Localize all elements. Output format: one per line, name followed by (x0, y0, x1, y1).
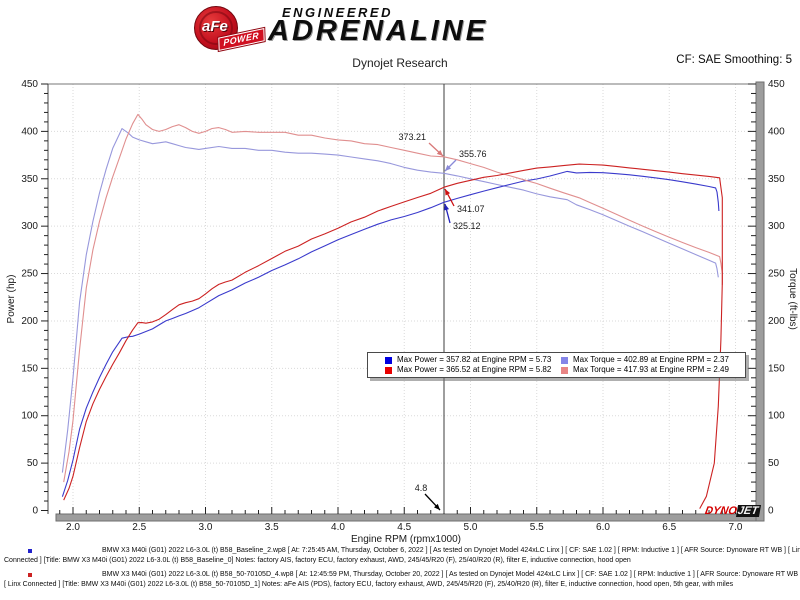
rpm-tick-label: 4.5 (397, 522, 411, 533)
power-tick-label: 100 (21, 411, 38, 422)
annotation-arrowhead (433, 503, 440, 510)
dynojet-logo-jet: JET (735, 505, 762, 517)
run-bullet-baseline (28, 549, 32, 553)
legend-swatch-baseline-torque (561, 356, 568, 364)
rpm-tick-label: 4.0 (331, 522, 345, 533)
rpm-axis-ruler (55, 513, 765, 522)
legend-baseline-max-power: Max Power = 357.82 at Engine RPM = 5.73 (397, 355, 552, 364)
afe-logo-circle (194, 6, 238, 50)
rpm-tick-label: 3.5 (265, 522, 279, 533)
dynojet-logo-dyno: DYNO (703, 505, 738, 517)
run-bullet-afe (28, 573, 32, 577)
rpm-tick-label: 5.5 (530, 522, 544, 533)
max-values-legend[interactable]: Max Power = 357.82 at Engine RPM = 5.73 … (367, 352, 746, 378)
power-tick-label: 350 (21, 174, 38, 185)
power-tick-label: 200 (21, 316, 38, 327)
annotation-arrowhead (445, 164, 452, 171)
torque-tick-label: 450 (768, 79, 785, 90)
afe-torque-curve (63, 113, 723, 483)
rpm-tick-label: 5.0 (464, 522, 478, 533)
rpm-tick-label: 6.0 (596, 522, 610, 533)
power-tick-label: 150 (21, 363, 38, 374)
dynojet-logo: DYNOJET (703, 505, 762, 517)
cursor-value-label: 373.21 (398, 132, 426, 142)
run-info-afe: BMW X3 M40i (G01) 2022 L6-3.0L (t) B58_5… (0, 570, 800, 590)
afe-power-logo: aFe POWER (194, 6, 265, 51)
cursor-value-label: 4.8 (415, 483, 428, 493)
torque-tick-label: 150 (768, 363, 785, 374)
page-title: Dynojet Research (352, 56, 448, 70)
power-tick-label: 50 (27, 458, 39, 469)
torque-tick-label: 0 (768, 506, 774, 517)
afe-logo-text: aFe (202, 18, 228, 35)
cursor-value-label: 325.12 (453, 221, 481, 231)
torque-tick-label: 250 (768, 269, 785, 280)
power-tick-label: 250 (21, 269, 38, 280)
legend-row-baseline: Max Power = 357.82 at Engine RPM = 5.73 … (368, 355, 745, 365)
power-axis-title: Power (hp) (6, 275, 17, 324)
power-tick-label: 450 (21, 79, 38, 90)
rpm-tick-label: 6.5 (662, 522, 676, 533)
torque-axis-title: Torque (ft-lbs) (787, 268, 798, 330)
annotation-arrowhead (444, 204, 450, 211)
engineered-wordmark: ENGINEERED (282, 5, 393, 20)
annotation-arrowhead (436, 150, 443, 156)
torque-tick-label: 350 (768, 174, 785, 185)
run-info-baseline: BMW X3 M40i (G01) 2022 L6-3.0L (t) B58_B… (0, 546, 800, 566)
torque-tick-label: 300 (768, 221, 785, 232)
power-tick-label: 300 (21, 221, 38, 232)
adrenaline-wordmark: ADRENALINE (268, 15, 489, 47)
baseline-torque-curve (61, 128, 719, 473)
correction-factor-label: CF: SAE Smoothing: 5 (676, 54, 792, 66)
run-info-line: [ Linx Connected ] [Title: BMW X3 M40i (… (4, 581, 734, 588)
torque-tick-label: 400 (768, 126, 785, 137)
rpm-axis-title: Engine RPM (rpmx1000) (351, 534, 461, 545)
run-info-line: BMW X3 M40i (G01) 2022 L6-3.0L (t) B58_B… (102, 547, 800, 554)
torque-tick-label: 100 (768, 411, 785, 422)
legend-swatch-afe-torque (561, 366, 568, 374)
power-tick-label: 0 (32, 506, 38, 517)
torque-tick-label: 200 (768, 316, 785, 327)
legend-swatch-baseline-power (385, 356, 392, 364)
legend-row-afe: Max Power = 365.52 at Engine RPM = 5.82 … (368, 365, 745, 375)
legend-baseline-max-torque: Max Torque = 402.89 at Engine RPM = 2.37 (573, 355, 729, 364)
cursor-value-label: 355.76 (459, 149, 487, 159)
run-info-line: Connected ] [Title: BMW X3 M40i (G01) 20… (4, 557, 631, 564)
legend-swatch-afe-power (385, 366, 392, 374)
legend-afe-max-torque: Max Torque = 417.93 at Engine RPM = 2.49 (573, 365, 729, 374)
baseline-power-curve (61, 170, 720, 497)
rpm-tick-label: 7.0 (729, 522, 743, 533)
rpm-tick-label: 2.0 (66, 522, 80, 533)
torque-tick-label: 50 (768, 458, 780, 469)
legend-afe-max-power: Max Power = 365.52 at Engine RPM = 5.82 (397, 365, 552, 374)
afe-power-curve (63, 163, 723, 509)
rpm-tick-label: 3.0 (199, 522, 213, 533)
torque-axis-ruler (755, 81, 765, 522)
run-info-footer: BMW X3 M40i (G01) 2022 L6-3.0L (t) B58_B… (0, 546, 800, 594)
power-tick-label: 400 (21, 126, 38, 137)
cursor-value-label: 341.07 (457, 204, 485, 214)
annotation-arrowhead (445, 189, 451, 196)
run-info-line: BMW X3 M40i (G01) 2022 L6-3.0L (t) B58_5… (102, 571, 800, 578)
rpm-tick-label: 2.5 (132, 522, 146, 533)
